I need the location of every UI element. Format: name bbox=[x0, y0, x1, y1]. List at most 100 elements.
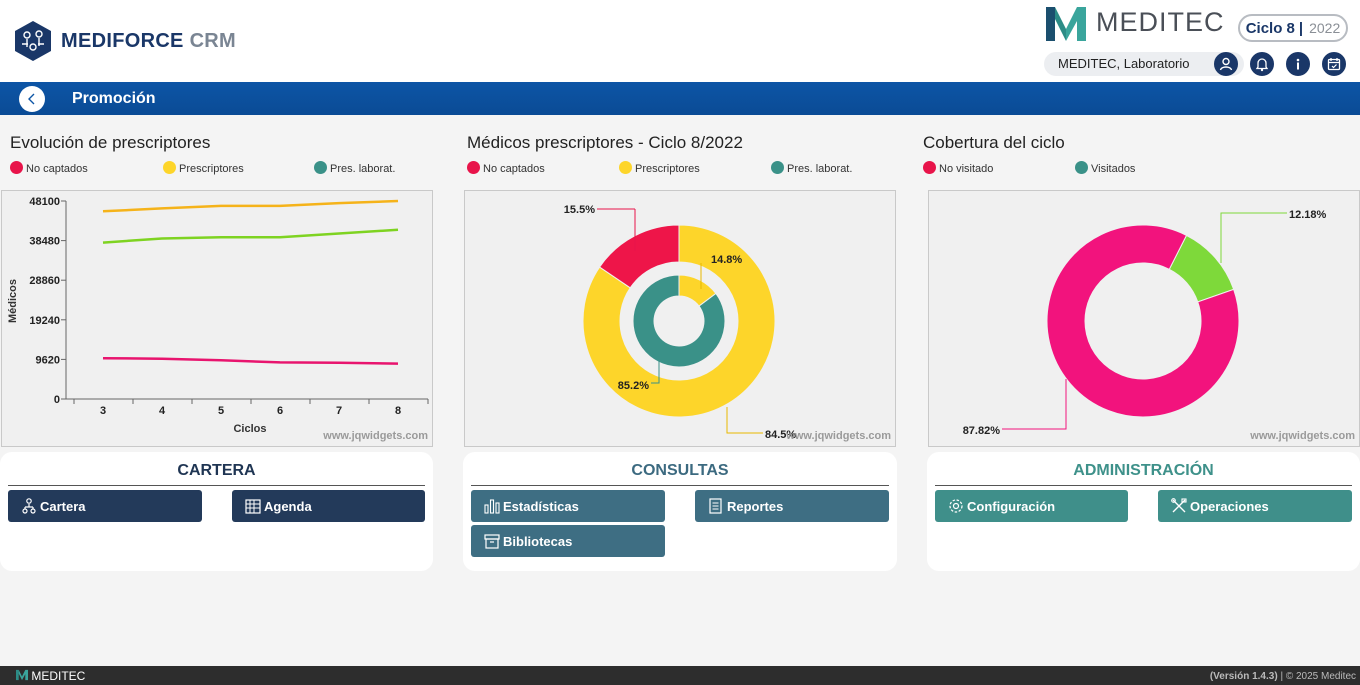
consultas-panel-title: CONSULTAS bbox=[631, 462, 729, 479]
cycle-selector[interactable]: Ciclo 8 | 2022 bbox=[1238, 14, 1348, 42]
series-line bbox=[102, 199, 399, 213]
legend-item: Prescriptores bbox=[163, 161, 244, 175]
legend-marker bbox=[314, 161, 327, 174]
mediforce-logo-icon bbox=[15, 21, 51, 61]
legend-marker bbox=[923, 161, 936, 174]
configuracion-button-label: Configuración bbox=[967, 498, 1056, 514]
data-label: 14.8% bbox=[711, 254, 742, 266]
operaciones-button-label: Operaciones bbox=[1190, 498, 1269, 514]
legend-item: Visitados bbox=[1075, 161, 1135, 175]
tools-icon bbox=[1171, 498, 1187, 513]
x-tick-label: 8 bbox=[395, 405, 401, 417]
footer-logo-text: MEDITEC bbox=[31, 669, 86, 683]
bell-icon[interactable] bbox=[1250, 52, 1274, 76]
legend-item: Pres. laborat. bbox=[314, 161, 395, 175]
leader-line bbox=[1220, 212, 1287, 263]
donut-slice bbox=[632, 274, 726, 368]
x-tick-label: 4 bbox=[159, 405, 166, 417]
data-label: 15.5% bbox=[564, 204, 595, 216]
donut-slice bbox=[582, 224, 776, 418]
people-tree-icon bbox=[22, 498, 36, 514]
divider bbox=[8, 485, 425, 486]
back-button[interactable] bbox=[19, 86, 45, 112]
y-tick-label: 0 bbox=[54, 394, 60, 406]
bar-chart-icon bbox=[484, 499, 500, 514]
legend-marker bbox=[10, 161, 23, 174]
legend-label: Visitados bbox=[1091, 163, 1136, 175]
administracion-panel: ADMINISTRACIÓN Configuración Operaciones bbox=[927, 452, 1360, 571]
coverage-donut-chart: 12.18% 87.82% www.jqwidgets.com bbox=[928, 190, 1360, 447]
legend-item: No visitado bbox=[923, 161, 993, 175]
user-icon[interactable] bbox=[1214, 52, 1238, 76]
calendar-grid-icon bbox=[245, 499, 261, 514]
footer: MEDITEC (Versión 1.4.3) | © 2025 Meditec bbox=[0, 666, 1360, 685]
evolution-legend: No captados Prescriptores Pres. laborat. bbox=[10, 161, 430, 177]
legend-marker bbox=[163, 161, 176, 174]
legend-label: No captados bbox=[483, 163, 545, 175]
estadisticas-button-label: Estadísticas bbox=[503, 498, 579, 514]
chart-watermark: www.jqwidgets.com bbox=[323, 430, 428, 442]
legend-label: No captados bbox=[26, 163, 88, 175]
chart-watermark: www.jqwidgets.com bbox=[1250, 430, 1355, 442]
legend-item: Prescriptores bbox=[619, 161, 700, 175]
agenda-button-label: Agenda bbox=[264, 498, 312, 514]
archive-icon bbox=[484, 534, 500, 549]
agenda-button[interactable]: Agenda bbox=[232, 490, 425, 522]
y-tick-label: 48100 bbox=[29, 196, 60, 208]
cartera-button-label: Cartera bbox=[40, 498, 86, 514]
gear-icon bbox=[949, 499, 963, 513]
configuracion-button[interactable]: Configuración bbox=[935, 490, 1128, 522]
x-tick-label: 6 bbox=[277, 405, 283, 417]
company-logo-text: MEDITEC bbox=[1096, 7, 1225, 37]
x-tick-label: 5 bbox=[218, 405, 224, 417]
reportes-button[interactable]: Reportes bbox=[695, 490, 889, 522]
data-label: 87.82% bbox=[963, 425, 1001, 437]
y-tick-label: 38480 bbox=[29, 236, 60, 248]
app-title-suffix: CRM bbox=[189, 30, 237, 52]
bibliotecas-button-label: Bibliotecas bbox=[503, 533, 573, 549]
y-tick-label: 28860 bbox=[29, 275, 60, 287]
footer-logo: MEDITEC bbox=[16, 669, 85, 683]
x-tick-label: 7 bbox=[336, 405, 342, 417]
donut-chart-svg: 12.18% 87.82% bbox=[963, 209, 1327, 437]
data-label: 12.18% bbox=[1289, 209, 1327, 221]
data-label: 85.2% bbox=[618, 380, 649, 392]
estadisticas-button[interactable]: Estadísticas bbox=[471, 490, 665, 522]
coverage-legend: No visitado Visitados bbox=[923, 161, 1343, 177]
legend-label: Prescriptores bbox=[179, 163, 244, 175]
cartera-panel: CARTERA Cartera Agenda bbox=[0, 452, 433, 571]
cartera-button[interactable]: Cartera bbox=[8, 490, 202, 522]
evolution-chart-title: Evolución de prescriptores bbox=[10, 133, 211, 152]
donut-slice bbox=[1046, 224, 1240, 418]
divider bbox=[935, 485, 1352, 486]
chart-watermark: www.jqwidgets.com bbox=[786, 430, 891, 442]
y-tick-label: 9620 bbox=[36, 354, 60, 366]
legend-item: Pres. laborat. bbox=[771, 161, 852, 175]
legend-item: No captados bbox=[10, 161, 88, 175]
operaciones-button[interactable]: Operaciones bbox=[1158, 490, 1352, 522]
info-icon[interactable] bbox=[1286, 52, 1310, 76]
leader-line bbox=[726, 407, 763, 434]
document-icon bbox=[709, 498, 722, 514]
meditec-logo-icon bbox=[1046, 7, 1086, 41]
copyright-text: | © 2025 Meditec bbox=[1280, 671, 1356, 682]
app-title-brand: MEDIFORCE bbox=[61, 30, 184, 52]
legend-label: Prescriptores bbox=[635, 163, 700, 175]
calendar-icon[interactable] bbox=[1322, 52, 1346, 76]
administracion-panel-title: ADMINISTRACIÓN bbox=[1073, 462, 1214, 479]
coverage-chart-title: Cobertura del ciclo bbox=[923, 133, 1065, 152]
legend-label: Pres. laborat. bbox=[330, 163, 396, 175]
cycle-label: Ciclo 8 bbox=[1245, 19, 1295, 37]
legend-item: No captados bbox=[467, 161, 545, 175]
page-title: Promoción bbox=[72, 90, 156, 107]
donut-chart-svg: 15.5% 84.5% 14.8% 85.2% bbox=[564, 204, 797, 441]
legend-marker bbox=[1075, 161, 1088, 174]
x-axis-label: Ciclos bbox=[233, 423, 266, 435]
prescribers-legend: No captados Prescriptores Pres. laborat. bbox=[467, 161, 887, 177]
meditec-logo-icon bbox=[16, 669, 28, 681]
version-text: (Versión 1.4.3) bbox=[1209, 671, 1278, 682]
prescribers-chart-title: Médicos prescriptores - Ciclo 8/2022 bbox=[467, 133, 743, 152]
bibliotecas-button[interactable]: Bibliotecas bbox=[471, 525, 665, 557]
legend-label: Pres. laborat. bbox=[787, 163, 853, 175]
consultas-panel: CONSULTAS Estadísticas Reportes Bibliote… bbox=[463, 452, 897, 571]
